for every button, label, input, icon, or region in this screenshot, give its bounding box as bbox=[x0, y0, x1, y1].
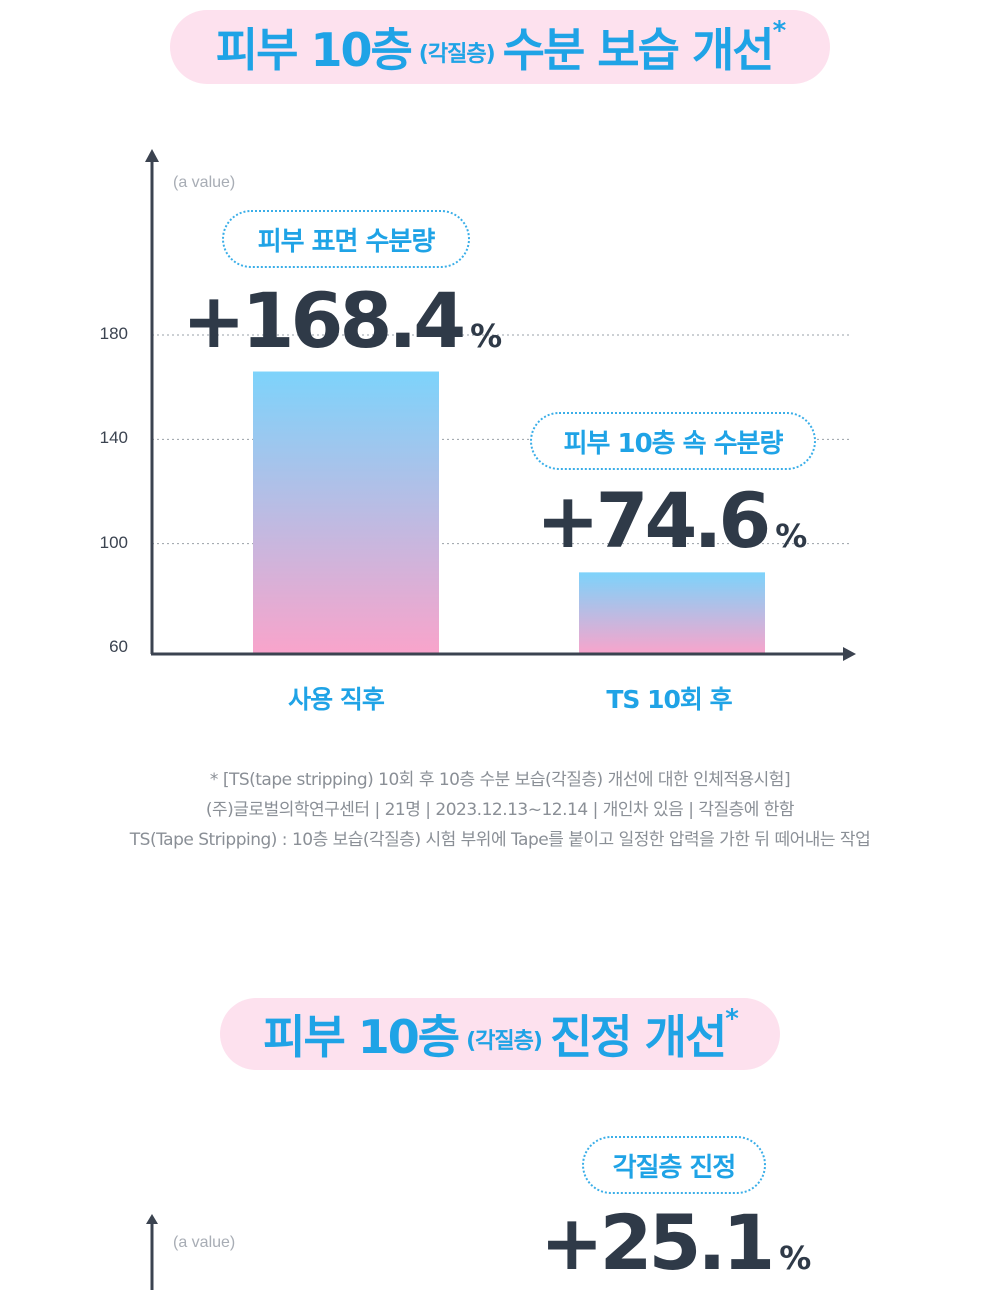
y-tick-label-140: 140 bbox=[99, 428, 128, 448]
section1-title-rest: 수분 보습 개선 bbox=[502, 23, 775, 77]
section2-title: 피부 10층 (각질층) 진정 개선 * bbox=[220, 998, 780, 1070]
bar-2 bbox=[579, 572, 765, 654]
soothing-chart-axis bbox=[146, 1214, 158, 1290]
surface-moisture-unit: % bbox=[470, 317, 503, 355]
y-unit-label-2: (a value) bbox=[173, 1234, 236, 1251]
footnote-line-1: * [TS(tape stripping) 10회 후 10층 수분 보습(각질… bbox=[209, 770, 791, 790]
callout-deep-moisture: 피부 10층 속 수분량 bbox=[530, 412, 816, 470]
deep-moisture-value: +74.6% bbox=[536, 483, 807, 559]
footnote-line-3: TS(Tape Stripping) : 10층 보습(각질층) 시험 부위에 … bbox=[129, 830, 871, 850]
category-label-1: 사용 직후 bbox=[288, 685, 385, 714]
soothing-number: +25.1 bbox=[540, 1198, 775, 1287]
callout-soothing-label: 각질층 진정 bbox=[612, 1152, 737, 1183]
y-tick-label-60: 60 bbox=[109, 637, 128, 656]
section2-title-main: 피부 10층 bbox=[263, 1010, 460, 1064]
section2-title-star: * bbox=[725, 1004, 739, 1034]
deep-moisture-unit: % bbox=[775, 517, 808, 555]
section1-title-main: 피부 10층 bbox=[215, 23, 413, 77]
y-unit-label: (a value) bbox=[173, 174, 236, 191]
footnote-line-2: (주)글로벌의학연구센터 | 21명 | 2023.12.13~12.14 | … bbox=[205, 800, 795, 820]
y-tick-label-180: 180 bbox=[99, 324, 128, 343]
surface-moisture-value: +168.4% bbox=[182, 283, 502, 359]
section2-title-rest: 진정 개선 bbox=[549, 1010, 727, 1064]
bar-1 bbox=[253, 371, 439, 654]
section1-title-paren: (각질층) bbox=[418, 42, 496, 67]
callout-soothing: 각질층 진정 bbox=[582, 1136, 766, 1194]
section1-title-star: * bbox=[772, 16, 787, 46]
y-axis-arrow-2 bbox=[146, 1214, 158, 1224]
callout-surface-moisture-label: 피부 표면 수분량 bbox=[257, 226, 436, 257]
section1-title: 피부 10층 (각질층) 수분 보습 개선 * bbox=[170, 10, 830, 84]
y-axis-arrow bbox=[145, 149, 159, 162]
y-tick-label-100: 100 bbox=[99, 532, 128, 552]
section2-title-paren: (각질층) bbox=[466, 1029, 543, 1054]
category-label-2: TS 10회 후 bbox=[606, 685, 732, 714]
surface-moisture-number: +168.4 bbox=[182, 276, 466, 365]
x-axis-arrow bbox=[843, 647, 856, 661]
soothing-unit: % bbox=[779, 1239, 812, 1277]
callout-surface-moisture: 피부 표면 수분량 bbox=[222, 210, 470, 268]
callout-deep-moisture-label: 피부 10층 속 수분량 bbox=[563, 428, 784, 459]
soothing-value: +25.1% bbox=[540, 1205, 811, 1281]
deep-moisture-number: +74.6 bbox=[536, 476, 771, 565]
